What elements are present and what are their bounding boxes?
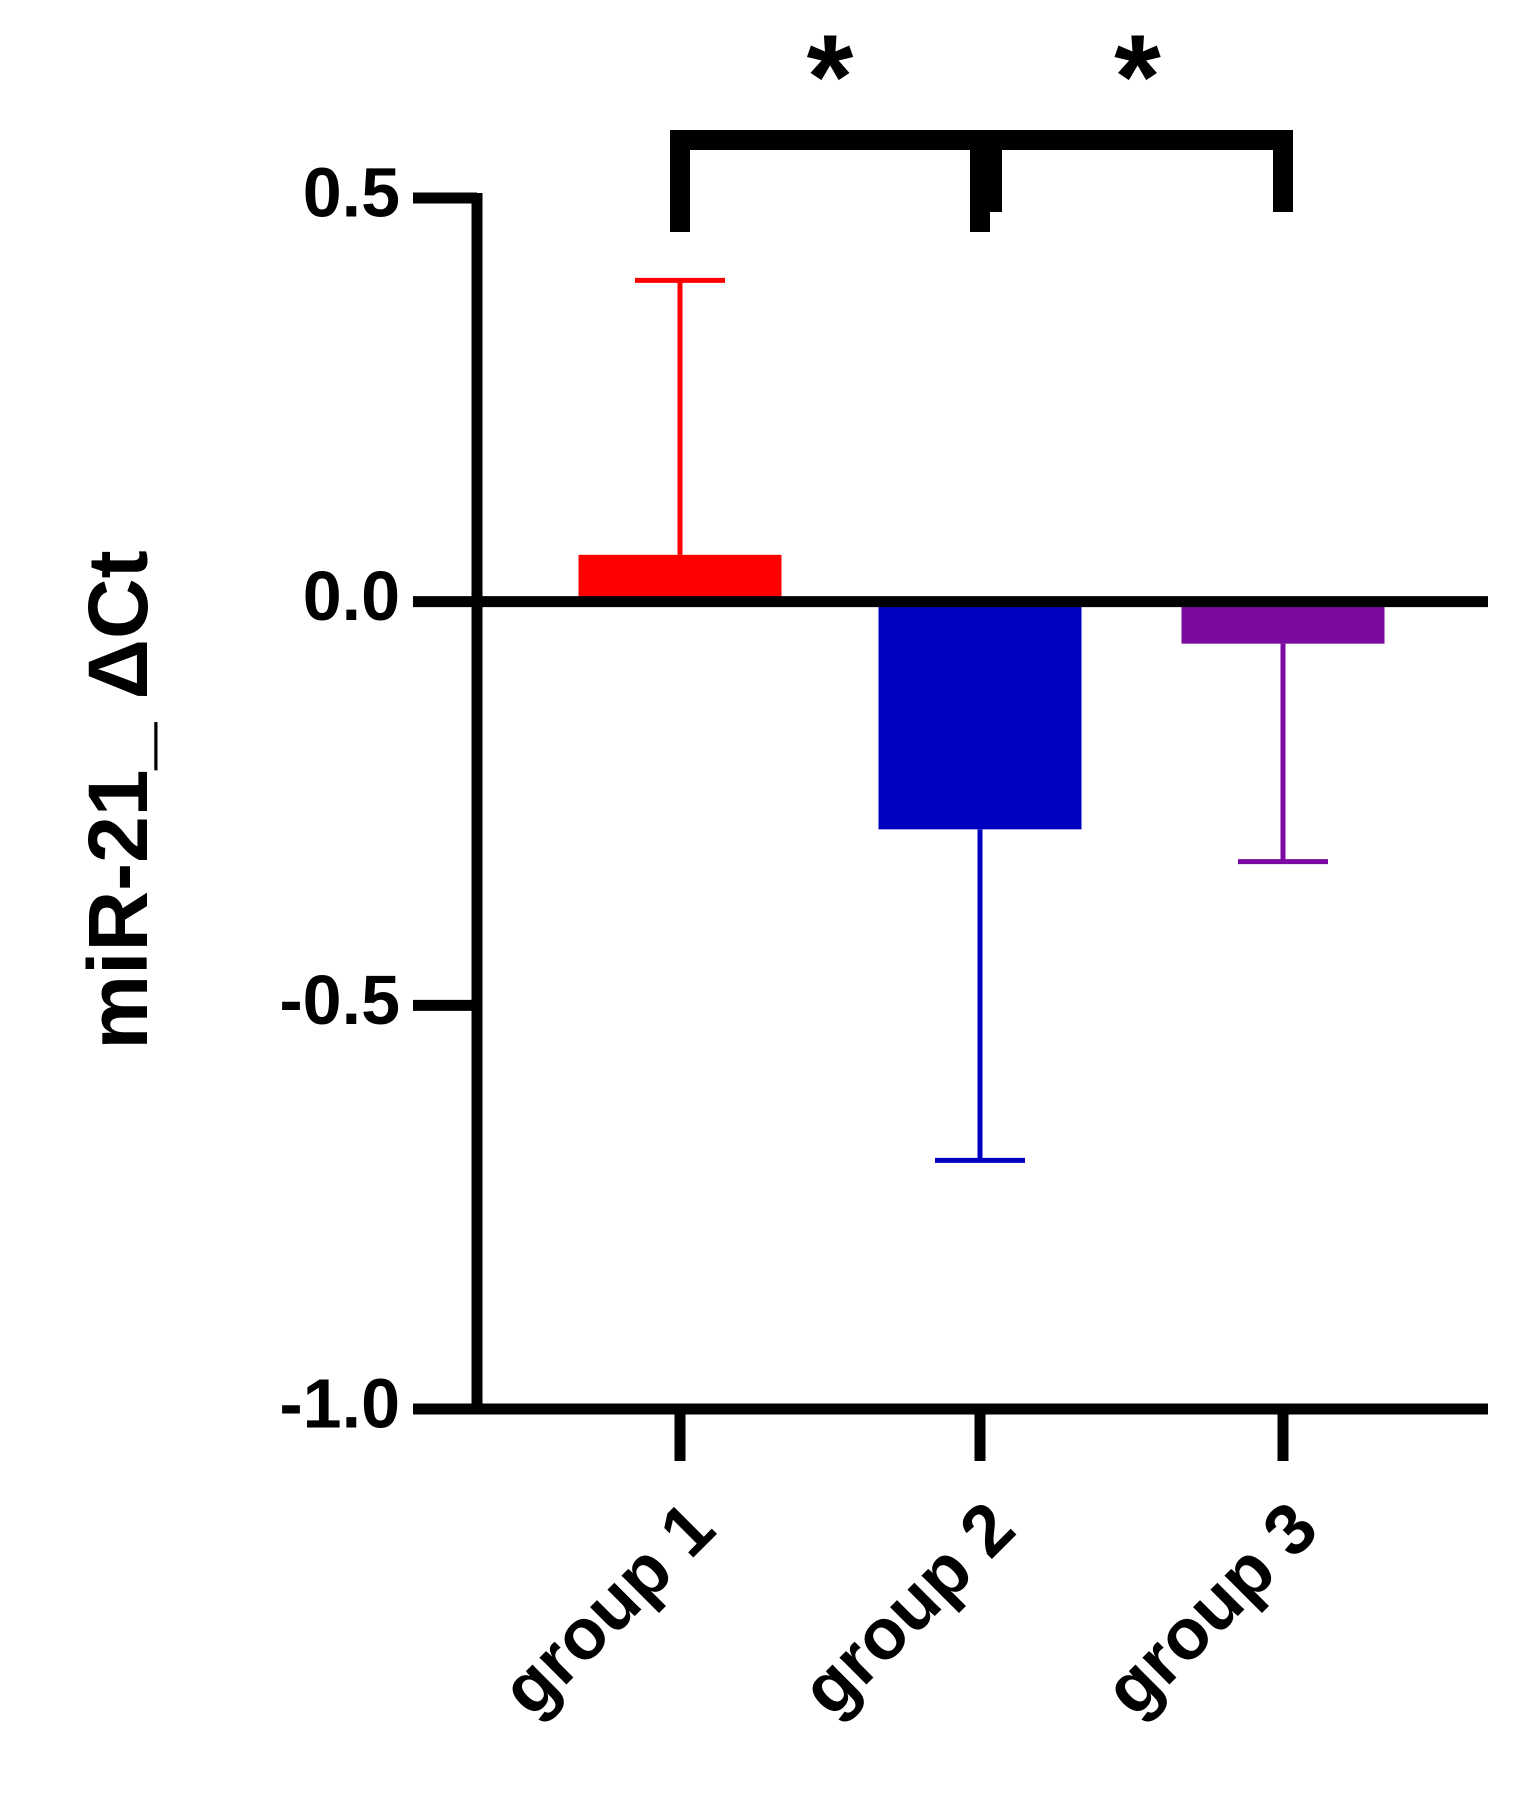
error-bar [935,829,1025,1163]
significance-label: * [1114,10,1161,144]
significance-bracket [982,130,1293,212]
bar [878,601,1082,830]
x-tick-label: group 1 [487,1487,730,1730]
error-bar [1238,643,1328,865]
x-tick-label: group 2 [787,1487,1030,1730]
significance-label: * [807,10,854,144]
bar [1181,601,1385,644]
y-tick-label: -0.5 [279,961,400,1039]
y-axis-label: miR-21_ ΔCt [71,550,165,1049]
error-bar [635,277,725,555]
x-tick-label: group 3 [1090,1487,1333,1730]
y-tick-label: -1.0 [279,1364,400,1442]
bar [578,554,782,602]
y-tick-label: 0.5 [303,153,400,231]
significance-bracket [670,130,990,232]
y-tick-label: 0.0 [303,557,400,635]
